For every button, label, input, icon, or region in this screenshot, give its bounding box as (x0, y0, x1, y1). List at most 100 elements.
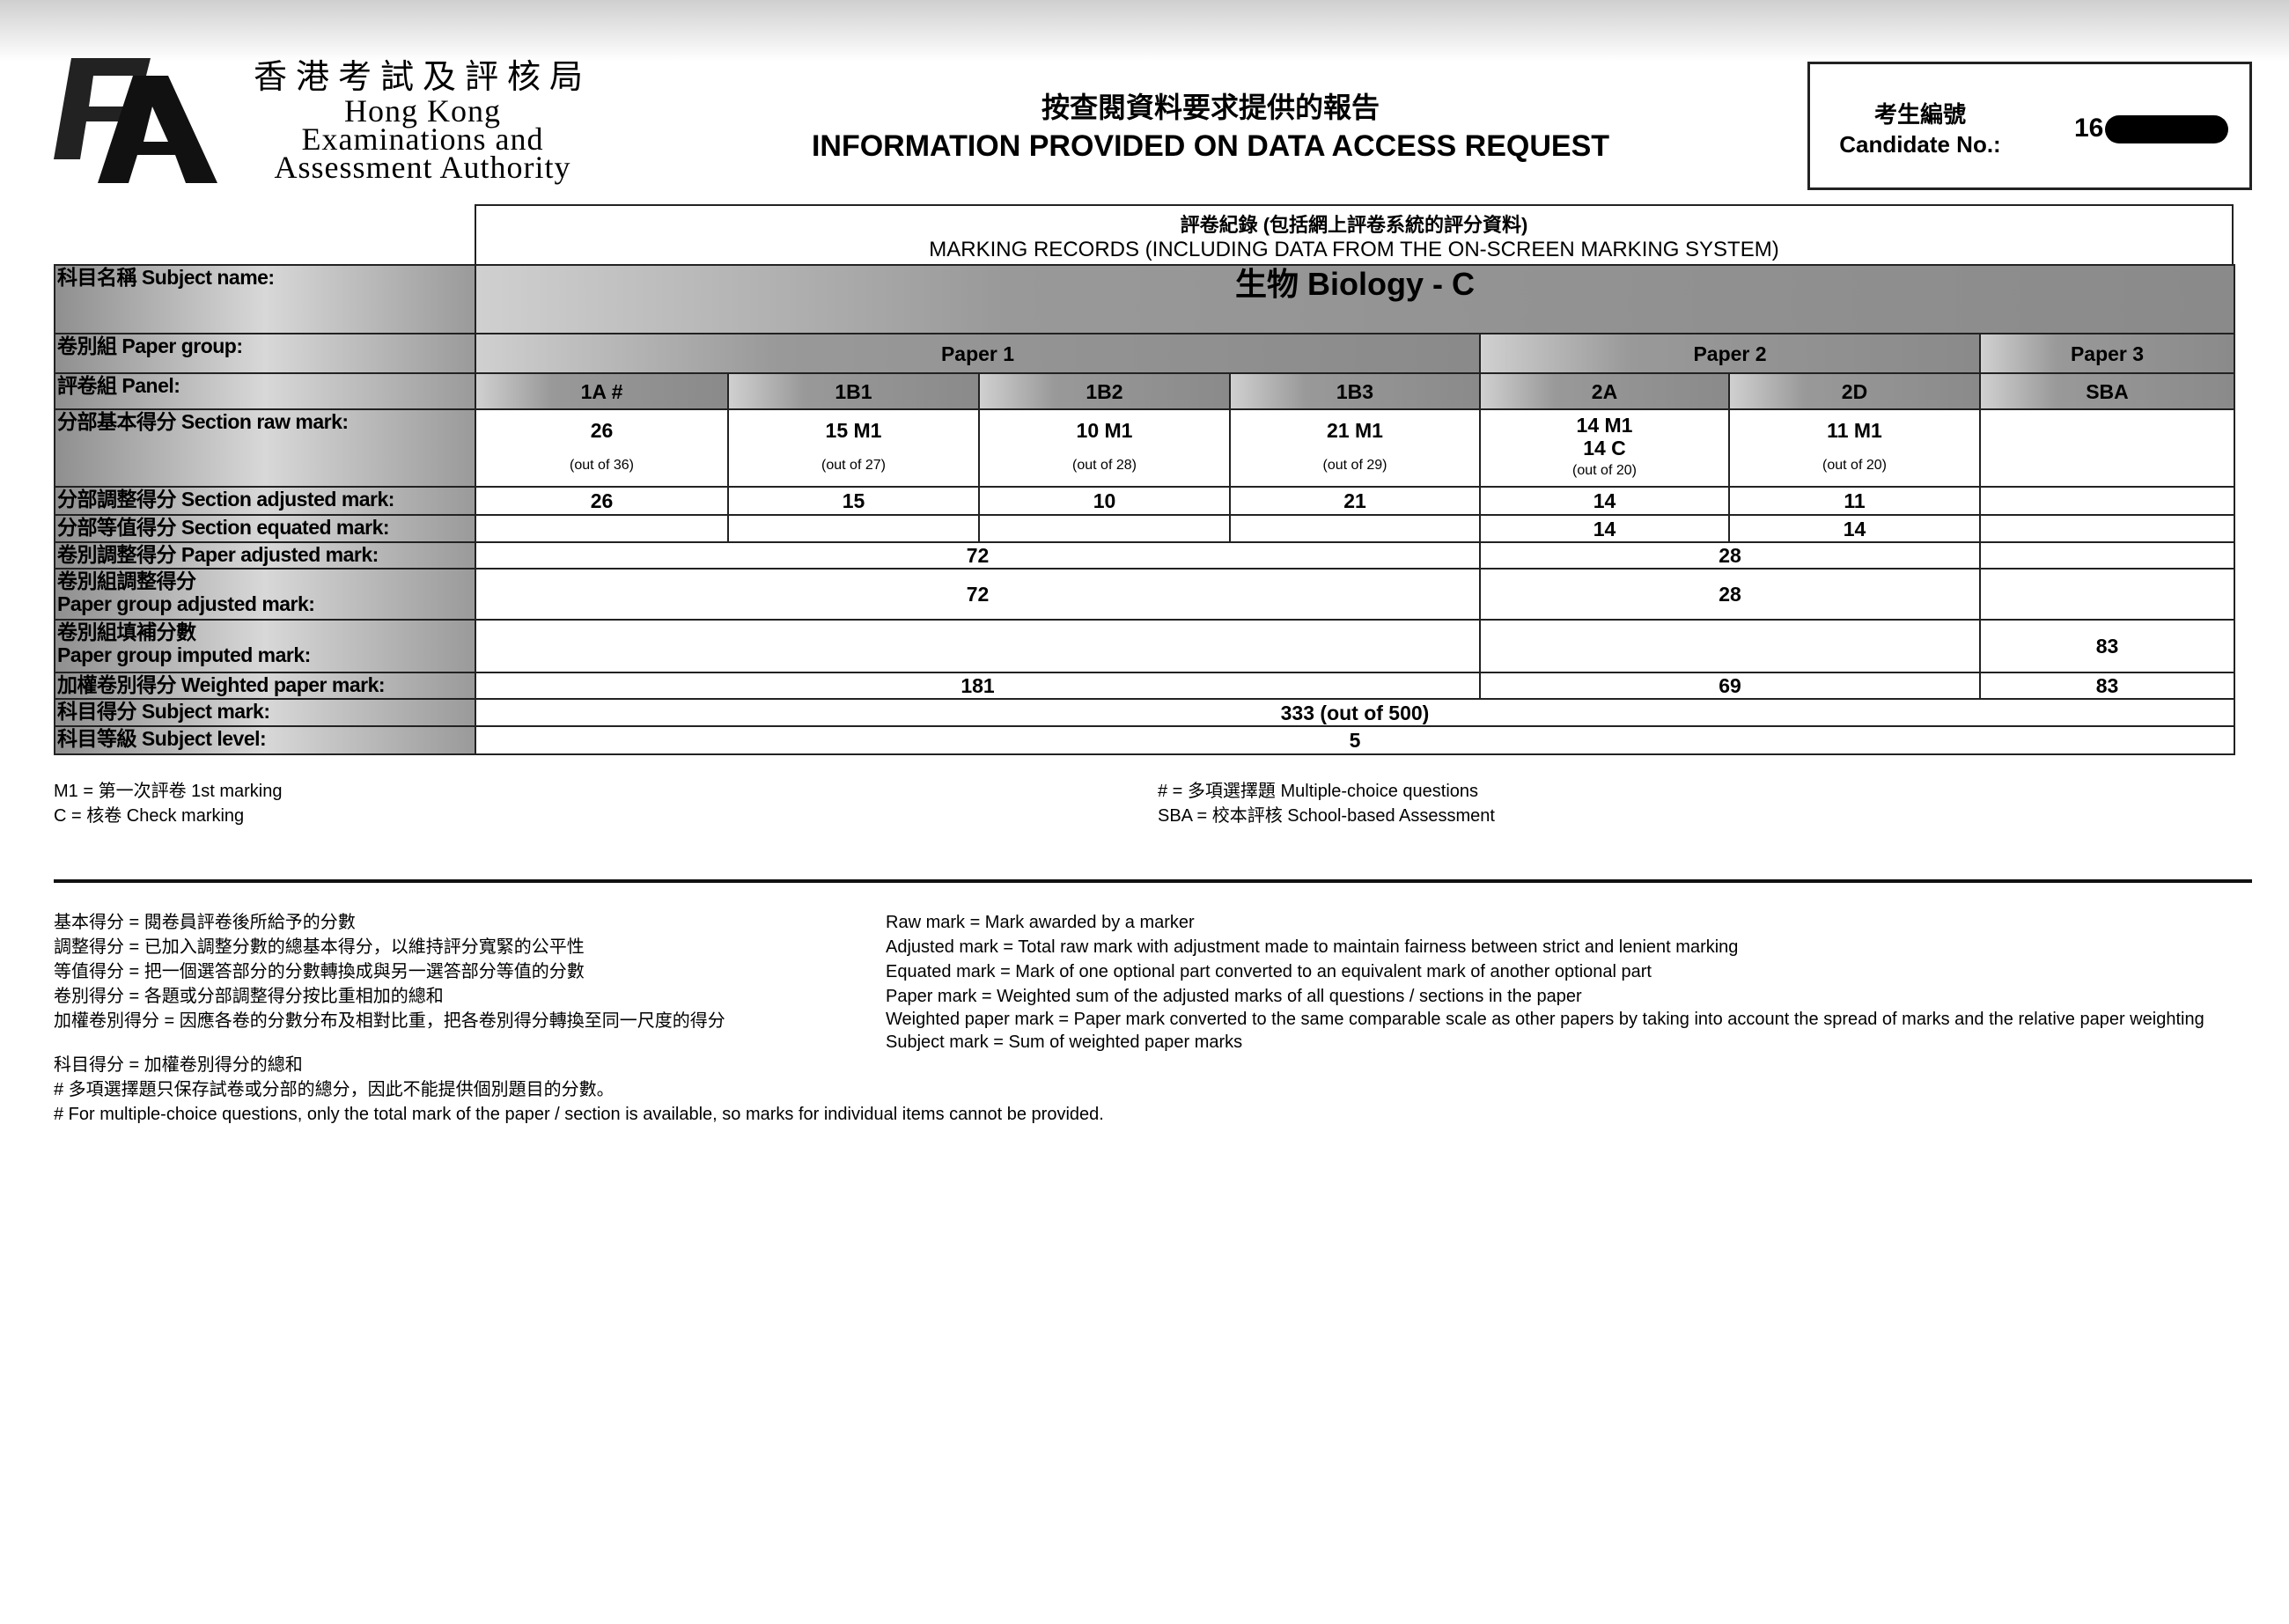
org-name-en-3: Assessment Authority (274, 150, 571, 185)
definition-zh: 科目得分 = 加權卷別得分的總和 (54, 1055, 303, 1075)
raw-1a: 26 (out of 36) (475, 408, 729, 488)
raw-value: 21 M1 (1327, 419, 1383, 442)
out-of: (out of 20) (1822, 458, 1887, 473)
panel-2d: 2D (1728, 372, 1981, 410)
footnotes-left: M1 = 第一次評卷 1st marking C = 核卷 Check mark… (54, 779, 283, 828)
document-title: 按查閱資料要求提供的報告 INFORMATION PROVIDED ON DAT… (775, 88, 1646, 165)
row-paper-group-adjusted-mark: 卷別組調整得分 Paper group adjusted mark: 72 28 (54, 568, 2236, 621)
raw-check-value: 14 C (1583, 437, 1626, 459)
definitions-en: Raw mark = Mark awarded by a marker Adju… (886, 910, 2250, 1054)
label-en: Paper group adjusted mark: (57, 592, 315, 615)
adjusted-1b1: 15 (727, 486, 980, 516)
label-zh: 卷別組調整得分 (57, 570, 196, 592)
org-name-en-2: Examinations and (301, 121, 544, 157)
candidate-number-box: 考生編號 Candidate No.: 16 (1807, 62, 2252, 190)
definition-zh: 加權卷別得分 = 因應各卷的分數分布及相對比重，把各卷別得分轉換至同一尺度的得分 (54, 1011, 725, 1031)
raw-value: 11 M1 (1827, 419, 1882, 442)
caption-zh: 評卷紀錄 (包括網上評卷系統的評分資料) (1180, 214, 1528, 236)
adjusted-2a: 14 (1479, 486, 1730, 516)
caption-en: MARKING RECORDS (INCLUDING DATA FROM THE… (929, 238, 1779, 261)
row-subject-level: 科目等級 Subject level: 5 (54, 725, 2236, 755)
raw-value: 10 M1 (1076, 419, 1133, 442)
row-subject-name: 科目名稱 Subject name: 生物 Biology - C (54, 264, 2236, 334)
paper-1-header: Paper 1 (475, 333, 1481, 374)
row-section-equated-mark: 分部等值得分 Section equated mark: 14 14 (54, 514, 2236, 543)
out-of: (out of 28) (1072, 458, 1137, 473)
raw-value: 14 M1 (1576, 414, 1633, 437)
definition-zh: 等值得分 = 把一個選答部分的分數轉換成與另一選答部分等值的分數 (54, 962, 585, 981)
footnote-m1: M1 = 第一次評卷 1st marking (54, 782, 283, 801)
raw-1b3: 21 M1 (out of 29) (1229, 408, 1481, 488)
marking-records-table: 科目名稱 Subject name: 生物 Biology - C 卷別組 Pa… (54, 264, 2236, 755)
paper-adjusted-p1: 72 (475, 541, 1481, 570)
divider (54, 879, 2252, 883)
row-paper-adjusted-mark: 卷別調整得分 Paper adjusted mark: 72 28 (54, 541, 2236, 570)
subject-name-value: 生物 Biology - C (474, 264, 2236, 334)
raw-2d: 11 M1 (out of 20) (1728, 408, 1981, 488)
label-panel: 評卷組 Panel: (54, 372, 476, 410)
equated-2a: 14 (1479, 514, 1730, 543)
footnote-hash: # = 多項選擇題 Multiple-choice questions (1158, 782, 1479, 801)
definition-en: Subject mark = Sum of weighted paper mar… (886, 1032, 1243, 1052)
row-panel: 評卷組 Panel: 1A # 1B1 1B2 1B3 2A 2D SBA (54, 372, 2236, 410)
label-en: Paper group imputed mark: (57, 643, 311, 666)
hkeaa-logo (54, 58, 217, 183)
definition-en: Adjusted mark = Total raw mark with adju… (886, 937, 1739, 957)
pg-imputed-p2 (1479, 619, 1981, 673)
definition-en: Weighted paper mark = Paper mark convert… (886, 1010, 2204, 1029)
definition-en: Equated mark = Mark of one optional part… (886, 962, 1652, 981)
label-adjusted: 分部調整得分 Section adjusted mark: (54, 486, 476, 516)
label-paper-group: 卷別組 Paper group: (54, 333, 476, 374)
label-pg-imputed: 卷別組填補分數 Paper group imputed mark: (54, 619, 476, 673)
raw-sba (1978, 408, 2236, 488)
raw-1b2: 10 M1 (out of 28) (978, 408, 1231, 488)
definition-en: Raw mark = Mark awarded by a marker (886, 913, 1195, 932)
paper-2-header: Paper 2 (1479, 333, 1981, 374)
weighted-p3: 83 (1978, 672, 2236, 700)
definition-en: Paper mark = Weighted sum of the adjuste… (886, 987, 1582, 1006)
footnote-sba: SBA = 校本評核 School-based Assessment (1158, 806, 1495, 826)
subject-mark-value: 333 (out of 500) (474, 698, 2236, 727)
org-name-zh: 香港考試及評核局 (253, 59, 592, 96)
equated-1b1 (727, 514, 980, 543)
row-weighted-paper-mark: 加權卷別得分 Weighted paper mark: 181 69 83 (54, 672, 2236, 700)
equated-1b2 (978, 514, 1231, 543)
row-paper-group: 卷別組 Paper group: Paper 1 Paper 2 Paper 3 (54, 333, 2236, 374)
candidate-number: 16 (2074, 114, 2229, 144)
label-subject-level: 科目等級 Subject level: (54, 725, 476, 755)
raw-value: 15 M1 (825, 419, 882, 442)
label-subject-mark: 科目得分 Subject mark: (54, 698, 476, 727)
candidate-number-text: 16 (2074, 114, 2104, 143)
organization-name: 香港考試及評核局 Hong Kong Examinations and Asse… (233, 58, 612, 185)
panel-sba: SBA (1978, 372, 2236, 410)
definition-zh: 調整得分 = 已加入調整分數的總基本得分，以維持評分寬緊的公平性 (54, 937, 585, 957)
definition-en-note: # For multiple-choice questions, only th… (54, 1105, 1104, 1124)
row-paper-group-imputed-mark: 卷別組填補分數 Paper group imputed mark: 83 (54, 619, 2236, 673)
equated-1b3 (1229, 514, 1481, 543)
equated-sba (1978, 514, 2236, 543)
definition-zh: 基本得分 = 閱卷員評卷後所給予的分數 (54, 913, 356, 932)
marking-records-caption: 評卷紀錄 (包括網上評卷系統的評分資料) MARKING RECORDS (IN… (475, 204, 2234, 264)
adjusted-sba (1978, 486, 2236, 516)
out-of: (out of 29) (1322, 458, 1387, 473)
definition-zh-note: # 多項選擇題只保存試卷或分部的總分，因此不能提供個別題目的分數。 (54, 1080, 615, 1099)
out-of: (out of 27) (821, 458, 886, 473)
raw-2a: 14 M1 14 C (out of 20) (1479, 408, 1730, 488)
candidate-label-en: Candidate No.: (1839, 131, 2001, 158)
pg-imputed-p3: 83 (1978, 619, 2236, 673)
adjusted-1a: 26 (475, 486, 729, 516)
panel-1a: 1A # (475, 372, 729, 410)
pg-adjusted-p1: 72 (475, 568, 1481, 621)
equated-1a (475, 514, 729, 543)
footnote-c: C = 核卷 Check marking (54, 806, 245, 826)
definitions-zh: 基本得分 = 閱卷員評卷後所給予的分數 調整得分 = 已加入調整分數的總基本得分… (54, 910, 1374, 1127)
label-weighted: 加權卷別得分 Weighted paper mark: (54, 672, 476, 700)
weighted-p1: 181 (475, 672, 1481, 700)
footnotes-right: # = 多項選擇題 Multiple-choice questions SBA … (1158, 779, 1495, 828)
pg-imputed-p1 (475, 619, 1481, 673)
org-name-en-1: Hong Kong (344, 93, 501, 129)
raw-value: 26 (590, 419, 614, 442)
pg-adjusted-p2: 28 (1479, 568, 1981, 621)
panel-2a: 2A (1479, 372, 1730, 410)
panel-1b2: 1B2 (978, 372, 1231, 410)
